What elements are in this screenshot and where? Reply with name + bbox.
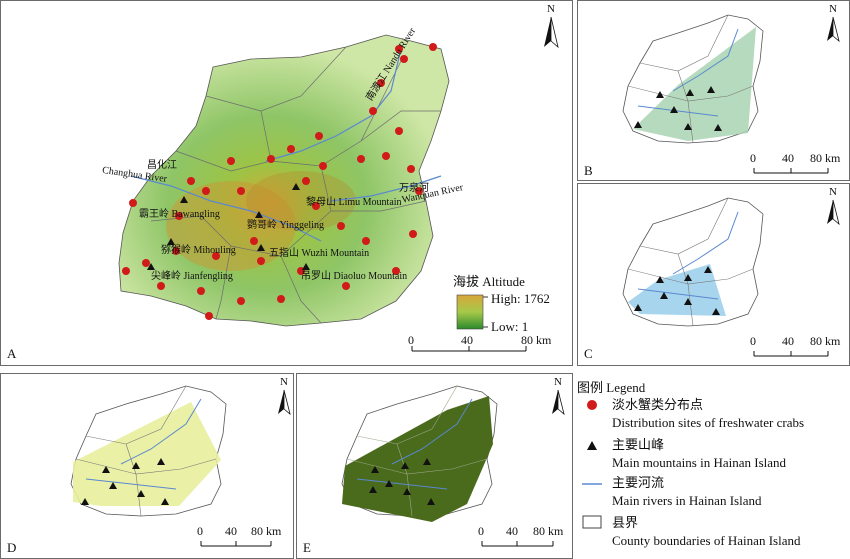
legend-county-en: County boundaries of Hainan Island (612, 533, 801, 548)
map-a-svg (118, 16, 559, 352)
label-mihouling: 猕猴岭 Mihouling (161, 245, 236, 256)
scale-zero-e: 0 (478, 524, 484, 538)
label-yinggeling: 鹦哥岭 Yinggeling (247, 220, 324, 231)
panel-label-b: B (584, 163, 593, 178)
range-polygon-d (73, 402, 221, 506)
scale-end-c: 80 km (810, 334, 841, 348)
north-label-a: N (547, 3, 555, 15)
label-wuzhi: 五指山 Wuzhi Mountain (269, 248, 370, 259)
scale-mid-c: 40 (782, 334, 794, 348)
county-boundaries-a (150, 46, 441, 324)
legend-crab-cn: 淡水蟹类分布点 (612, 397, 704, 412)
legend-county-cn: 县界 (612, 515, 639, 530)
label-wanquan-cn: 万泉河 (399, 183, 429, 194)
map-b-svg (622, 14, 840, 174)
mountains-a (147, 183, 310, 270)
scale-zero-c: 0 (750, 334, 756, 348)
panel-e: N 0 40 80 km E (296, 373, 573, 559)
map-d-svg (70, 385, 291, 547)
legend-county-box-icon (582, 515, 602, 529)
panel-a: N 南渡江 Nandu River 昌化江 Changhua River 万泉河… (0, 0, 573, 366)
altitude-legend-high: High: 1762 (491, 291, 550, 306)
north-arrow-icon-a (544, 16, 559, 49)
map-c-svg (622, 197, 840, 357)
label-changhua-cn: 昌化江 (147, 160, 177, 171)
north-label-d: N (280, 376, 288, 388)
label-diaoluo: 吊罗山 Diaoluo Mountain (301, 271, 408, 282)
legend-mountain-cn: 主要山峰 (612, 437, 665, 452)
legend-crab-en: Distribution sites of freshwater crabs (612, 415, 805, 430)
rivers-a (130, 48, 442, 242)
panel-label-c: C (584, 346, 593, 361)
north-arrow-icon-c (827, 199, 840, 226)
panel-label-a: A (7, 346, 17, 361)
legend-mountain-en: Main mountains in Hainan Island (612, 455, 787, 470)
legend-symbols (582, 400, 602, 529)
scale-mid-e: 40 (506, 524, 518, 538)
panel-label-d: D (7, 540, 17, 555)
north-label-b: N (829, 3, 837, 15)
legend-river-cn: 主要河流 (612, 475, 665, 490)
altitude-legend-low: Low: 1 (491, 319, 529, 334)
range-polygon-b (633, 27, 756, 141)
north-arrow-icon-e (552, 389, 565, 416)
legend-title: 图例 Legend (577, 380, 646, 395)
north-label-e: N (554, 376, 562, 388)
panel-c: N 0 40 80 km C (577, 183, 850, 366)
scale-zero-b: 0 (750, 151, 756, 165)
legend-mountain-icon (587, 441, 597, 450)
scale-end-a: 80 km (521, 333, 552, 347)
label-limu: 黎母山 Limu Mountain (306, 197, 402, 208)
panel-label-e: E (303, 540, 311, 555)
scale-end-e: 80 km (533, 524, 564, 538)
altitude-legend-title: 海拔 Altitude (453, 274, 525, 289)
north-label-c: N (829, 186, 837, 198)
north-arrow-icon-b (827, 16, 840, 43)
scale-mid-d: 40 (225, 524, 237, 538)
scale-end-d: 80 km (251, 524, 282, 538)
panel-d: N 0 40 80 km D (0, 373, 294, 559)
scale-mid-b: 40 (782, 151, 794, 165)
north-arrow-icon-d (278, 389, 291, 416)
scale-bar-a (411, 346, 527, 352)
crab-sites-a (122, 43, 437, 320)
scale-zero-a: 0 (408, 333, 414, 347)
legend-river-en: Main rivers in Hainan Island (612, 493, 762, 508)
altitude-colorbar (456, 294, 484, 330)
scale-zero-d: 0 (197, 524, 203, 538)
label-jianfengling: 尖峰岭 Jianfengling (151, 271, 233, 282)
range-polygon-e (342, 396, 493, 522)
legend-crab-dot-icon (587, 400, 597, 410)
label-bawangling: 霸王岭 Bawangling (139, 209, 220, 220)
scale-end-b: 80 km (810, 151, 841, 165)
panel-b: N 0 40 80 km B (577, 0, 850, 181)
map-e-svg (341, 385, 565, 547)
mountain-core-2 (246, 171, 356, 231)
range-polygon-c (628, 264, 726, 316)
scale-mid-a: 40 (461, 333, 473, 347)
